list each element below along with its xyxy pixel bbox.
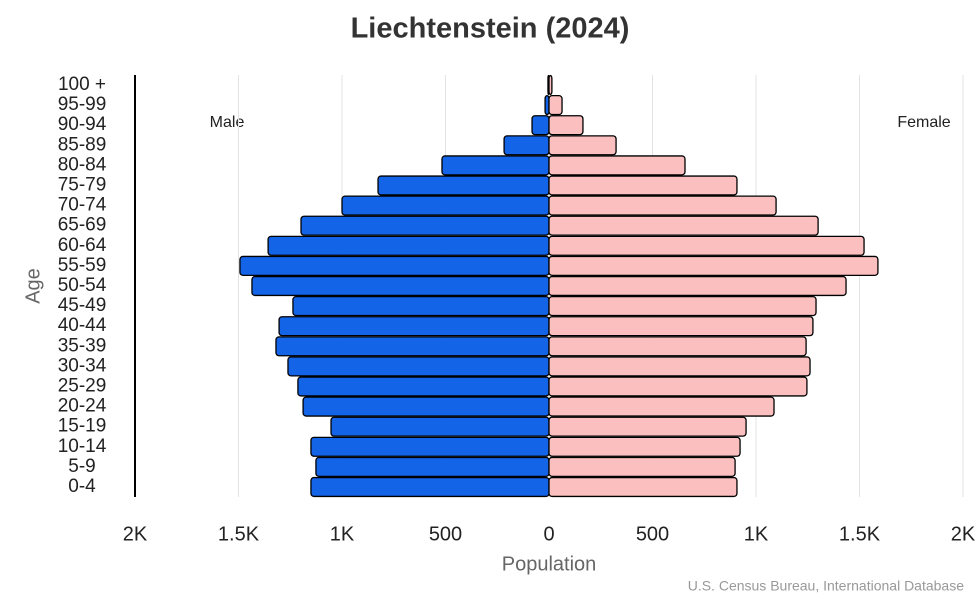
y-tick-label: 40-44 [58,315,107,336]
x-tick-label: 1.5K [839,523,881,545]
bar [310,476,550,498]
bar [548,175,738,196]
y-tick-label: 60-64 [58,235,107,256]
x-tick-label: 0 [543,523,554,545]
y-tick-label: 80-84 [58,154,107,175]
bar [548,95,563,116]
bar [548,376,808,397]
bar [300,215,550,236]
y-tick-label: 70-74 [58,195,107,216]
bar [548,316,814,337]
y-axis-label: Age [22,268,44,304]
bar [310,436,550,457]
y-tick-label: 55-59 [58,255,107,276]
bar [548,155,686,176]
bar [548,115,584,136]
bar [441,155,550,176]
bar [267,235,550,256]
y-tick-label: 85-89 [58,134,107,155]
x-tick-label: 500 [429,523,462,545]
bar [548,135,617,156]
bar [531,115,550,136]
x-axis-label: Population [502,553,597,575]
x-tick-label: 1K [744,523,769,545]
y-tick-label: 45-49 [58,295,107,316]
bar [341,195,550,216]
bar [548,436,741,457]
bar [548,255,879,276]
male-label: Male [210,114,245,131]
x-tick-label: 1K [330,523,355,545]
bar [297,376,550,397]
bar [251,275,550,297]
bar [315,456,550,477]
y-tick-label: 30-34 [58,355,107,376]
x-tick-label: 2K [951,523,976,545]
bar [548,396,775,417]
x-tick-label: 1.5K [218,523,260,545]
y-tick-label: 35-39 [58,335,107,356]
y-tick-label: 50-54 [58,275,107,296]
bar [330,416,550,437]
bar [287,356,550,377]
bar [239,255,550,276]
bar [302,396,550,417]
bar [548,195,777,216]
bar [503,135,550,156]
bar [548,74,553,96]
y-tick-label: 0-4 [68,476,96,497]
bar [548,476,738,498]
y-tick-label: 15-19 [58,416,107,437]
y-tick-label: 100 + [58,74,106,95]
bar [275,336,550,357]
bar [548,336,807,357]
bar [548,456,736,477]
bar [548,275,847,297]
bar [548,215,819,236]
bar [278,316,550,337]
y-tick-label: 25-29 [58,376,107,397]
bar [292,296,550,317]
bar [548,235,865,256]
y-tick-label: 5-9 [68,456,95,477]
y-tick-label: 20-24 [58,396,107,417]
source-note: U.S. Census Bureau, International Databa… [688,578,964,594]
y-tick-label: 75-79 [58,175,107,196]
y-tick-label: 65-69 [58,215,107,236]
female-label: Female [897,114,950,131]
chart-title: Liechtenstein (2024) [351,13,630,45]
bar [548,416,747,437]
bar [548,356,811,377]
y-tick-label: 10-14 [58,436,107,457]
x-tick-label: 2K [123,523,148,545]
bar [548,296,817,317]
bar [377,175,550,196]
y-tick-label: 90-94 [58,114,107,135]
x-tick-label: 500 [636,523,669,545]
y-tick-label: 95-99 [58,94,107,115]
